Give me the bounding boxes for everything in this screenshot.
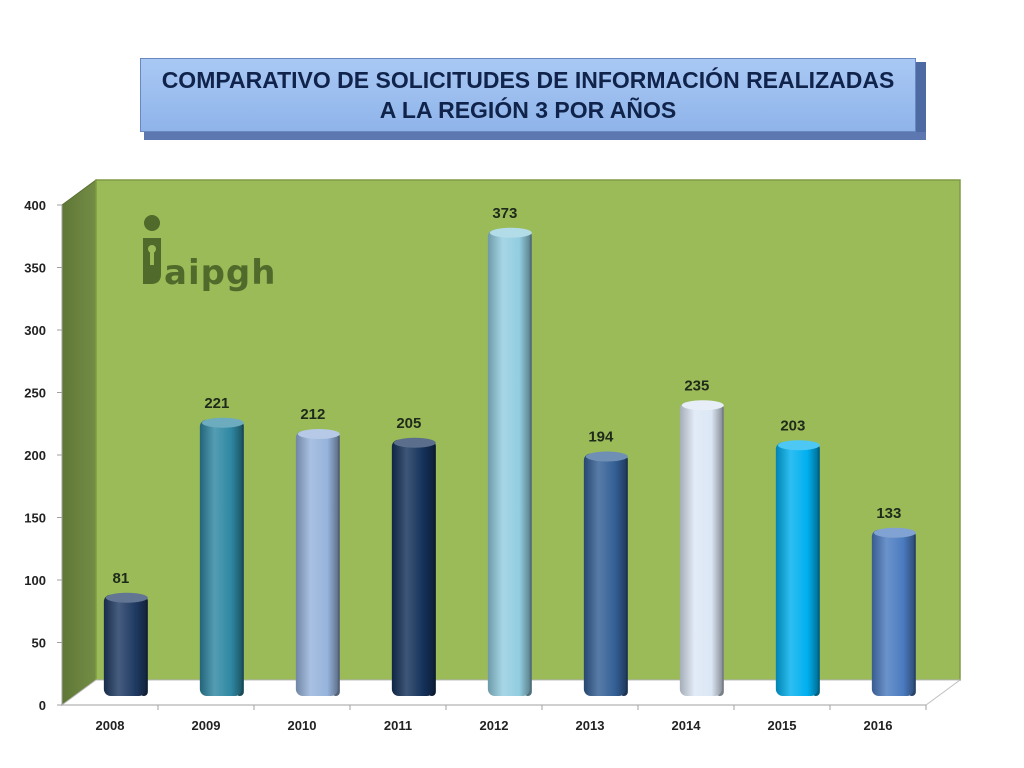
- x-tick-label: 2014: [672, 718, 702, 733]
- x-tick-label: 2011: [384, 718, 412, 733]
- y-axis-ticks: 0 50 100 150 200 250 300 350 400: [24, 198, 62, 713]
- data-label-2012: 373: [492, 205, 517, 222]
- data-label-2008: 81: [113, 570, 130, 587]
- bar-top: [585, 451, 628, 462]
- bar-front: [679, 402, 722, 696]
- x-tick-label: 2010: [288, 718, 317, 733]
- bar-top: [777, 440, 820, 451]
- bars: [103, 227, 916, 696]
- y-tick-label: 200: [24, 448, 46, 463]
- logo-text: aipgh: [164, 253, 276, 293]
- bar-front: [583, 453, 626, 696]
- data-label-2009: 221: [204, 395, 229, 412]
- x-tick-label: 2013: [576, 718, 605, 733]
- title-box-edge-right: [916, 62, 926, 136]
- x-axis-ticks: 2008 2009 2010 2011 2012 2013 2014 2015 2016: [96, 705, 927, 733]
- data-label-2013: 194: [588, 429, 614, 446]
- watermark-logo: aipgh: [143, 215, 276, 293]
- bar-top: [393, 437, 436, 448]
- x-tick-label: 2015: [768, 718, 797, 733]
- y-tick-label: 300: [24, 323, 46, 338]
- bar-2013: [583, 451, 628, 696]
- bar-top: [105, 592, 148, 603]
- chart-title-line-2: A LA REGIÓN 3 POR AÑOS: [379, 97, 677, 123]
- y-tick-label: 150: [24, 511, 46, 526]
- bar-2010: [295, 429, 340, 696]
- y-tick-label: 100: [24, 573, 46, 588]
- data-label-2015: 203: [780, 417, 805, 434]
- bar-2008: [103, 592, 148, 696]
- data-label-2010: 212: [300, 406, 325, 423]
- y-tick-label: 0: [39, 698, 46, 713]
- y-tick-label: 50: [32, 636, 46, 651]
- data-label-2011: 205: [396, 415, 421, 432]
- data-labels: 81 221 212 205 373 194 235 203 133: [113, 205, 902, 587]
- y-tick-label: 400: [24, 198, 46, 213]
- bar-front: [199, 419, 242, 696]
- bar-front: [103, 594, 146, 696]
- x-tick-label: 2008: [96, 718, 125, 733]
- chart-title-line-1: COMPARATIVO DE SOLICITUDES DE INFORMACIÓ…: [161, 67, 895, 93]
- logo-dot: [144, 215, 160, 231]
- bar-top: [489, 227, 532, 238]
- bar-front: [391, 439, 434, 696]
- chart-title: COMPARATIVO DE SOLICITUDES DE INFORMACIÓ…: [140, 58, 916, 132]
- x-tick-label: 2016: [864, 718, 893, 733]
- bar-2009: [199, 417, 244, 696]
- chart-title-box: COMPARATIVO DE SOLICITUDES DE INFORMACIÓ…: [140, 58, 928, 142]
- bar-top: [873, 527, 916, 538]
- bar-2016: [871, 527, 916, 696]
- bar-front: [487, 229, 530, 696]
- chart-side-wall: [61, 179, 97, 706]
- bar-2014: [679, 400, 724, 696]
- bar-front: [295, 431, 338, 696]
- y-tick-label: 250: [24, 386, 46, 401]
- bar-front: [775, 442, 818, 696]
- bar-2015: [775, 440, 820, 696]
- bar-top: [201, 417, 244, 428]
- bar-2012: [487, 227, 532, 696]
- x-tick-label: 2009: [192, 718, 221, 733]
- iaipgh-logo-icon: [143, 238, 161, 284]
- bar-top: [297, 429, 340, 439]
- data-label-2016: 133: [876, 505, 901, 522]
- bar-top: [681, 400, 724, 411]
- bar-2011: [391, 437, 436, 696]
- data-label-2014: 235: [684, 377, 709, 394]
- y-tick-label: 350: [24, 261, 46, 276]
- x-tick-label: 2012: [480, 718, 509, 733]
- bar-front: [871, 529, 914, 696]
- title-box-edge-bottom: [144, 132, 926, 140]
